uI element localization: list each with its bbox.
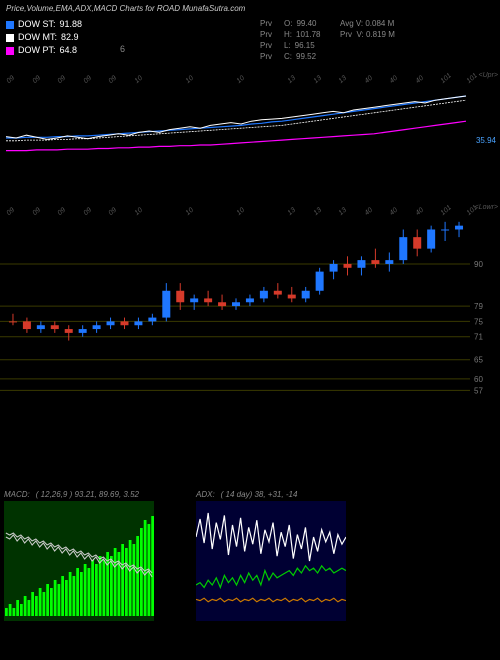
y-axis-label-lower: <Lowr> — [475, 204, 498, 211]
candle-chart-svg: 90 79 75 71 65 60 57 — [0, 218, 500, 398]
svg-text:60: 60 — [474, 375, 483, 384]
svg-text:71: 71 — [474, 333, 483, 342]
macd-svg — [4, 501, 154, 621]
adx-params: ( 14 day) 38, +31, -14 — [221, 490, 298, 499]
chart-title: Price,Volume,EMA,ADX,MACD Charts for ROA… — [6, 4, 245, 13]
indicator-st: DOW ST: 91.88 — [6, 18, 82, 31]
macd-panel: MACD: ( 12,26,9 ) 93.21, 89.69, 3.52 — [4, 490, 154, 621]
adx-svg — [196, 501, 346, 621]
indicator-legend: DOW ST: 91.88 DOW MT: 82.9 DOW PT: 64.8 — [6, 18, 82, 57]
upper-chart-svg — [0, 84, 500, 194]
indicator-value: 91.88 — [60, 18, 83, 31]
subpanel-row: MACD: ( 12,26,9 ) 93.21, 89.69, 3.52 ADX… — [4, 490, 496, 621]
svg-text:75: 75 — [474, 317, 483, 326]
indicator-value: 82.9 — [61, 31, 79, 44]
indicator-value: 64.8 — [60, 44, 78, 57]
x-axis-upper: 0909090909101010131313404040101101 — [0, 70, 500, 82]
macd-title: MACD: — [4, 490, 30, 499]
candle-panel: 90 79 75 71 65 60 57 — [0, 218, 500, 398]
price-tick-label: 35.94 — [476, 136, 496, 145]
svg-text:65: 65 — [474, 356, 483, 365]
indicator-pt: DOW PT: 64.8 — [6, 44, 82, 57]
svg-text:90: 90 — [474, 260, 483, 269]
square-icon — [6, 34, 14, 42]
adx-panel: ADX: ( 14 day) 38, +31, -14 — [196, 490, 346, 621]
square-icon — [6, 21, 14, 29]
volume-block: Avg V: 0.084 M Prv V: 0.819 M — [340, 18, 395, 40]
x-axis-mid: 0909090909101010131313404040101101 — [0, 202, 500, 214]
plain-number: 6 — [120, 44, 125, 54]
square-icon — [6, 47, 14, 55]
indicator-label: DOW PT: — [18, 44, 56, 57]
svg-text:57: 57 — [474, 386, 483, 395]
indicator-label: DOW ST: — [18, 18, 56, 31]
svg-text:79: 79 — [474, 302, 483, 311]
y-axis-label-upper: <Upr> — [479, 72, 498, 79]
upper-price-panel: 35.94 — [0, 84, 500, 194]
indicator-mt: DOW MT: 82.9 — [6, 31, 82, 44]
indicator-label: DOW MT: — [18, 31, 57, 44]
macd-params: ( 12,26,9 ) 93.21, 89.69, 3.52 — [36, 490, 139, 499]
adx-title: ADX: — [196, 490, 215, 499]
ohlc-block: PrvO:99.40 PrvH:101.78 PrvL:96.15 PrvC:9… — [260, 18, 320, 62]
